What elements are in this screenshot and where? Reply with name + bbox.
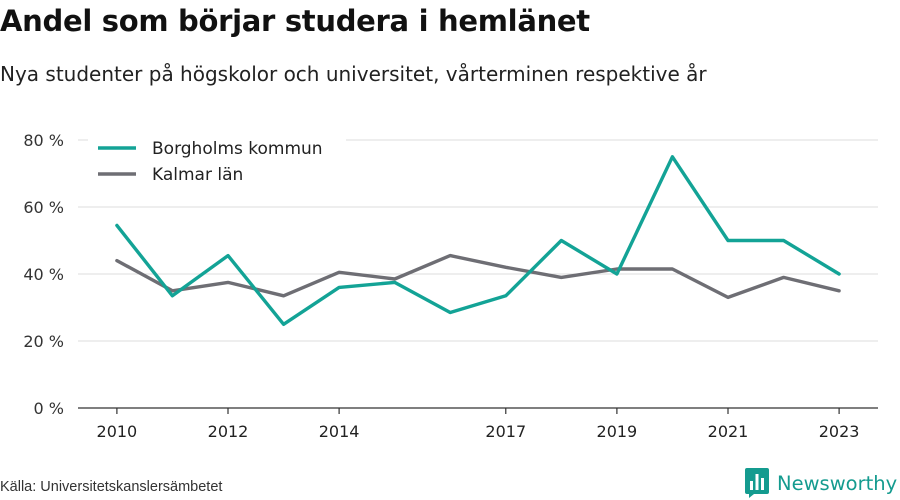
series-line-borgholm [115,155,841,326]
source-note: Källa: Universitetskanslersämbetet [0,479,223,495]
chart-title: Andel som börjar studera i hemlänet [0,4,590,38]
x-tick-label: 2014 [319,422,360,441]
brand-logo: Newsworthy [745,468,897,498]
y-axis-tick-labels: 0 % 20 % 40 % 60 % 80 % [23,131,64,418]
brand-name: Newsworthy [777,471,898,495]
series-line-kalmar [115,253,841,300]
x-tick-label: 2019 [597,422,638,441]
x-tick-label: 2023 [819,422,860,441]
y-tick-label: 60 % [23,198,64,217]
legend-background [88,130,346,190]
x-axis: 2010 2012 2014 2017 2019 2021 2023 [78,407,878,441]
y-tick-label: 80 % [23,131,64,150]
legend-label: Borgholms kommun [152,139,323,159]
chart-subtitle: Nya studenter på högskolor och universit… [0,62,707,86]
newsworthy-bar-chart-icon [745,468,769,498]
x-tick-label: 2012 [208,422,249,441]
series-lines [115,155,841,326]
x-tick-label: 2017 [485,422,526,441]
legend-label: Kalmar län [152,165,243,185]
y-tick-label: 20 % [23,332,64,351]
x-tick-label: 2010 [97,422,138,441]
line-chart: 0 % 20 % 40 % 60 % 80 % 2010 2012 2014 2017 2019… [23,130,878,441]
y-tick-label: 40 % [23,265,64,284]
legend: Borgholms kommun Kalmar län [88,130,346,190]
y-tick-label: 0 % [34,399,64,418]
x-tick-label: 2021 [708,422,749,441]
